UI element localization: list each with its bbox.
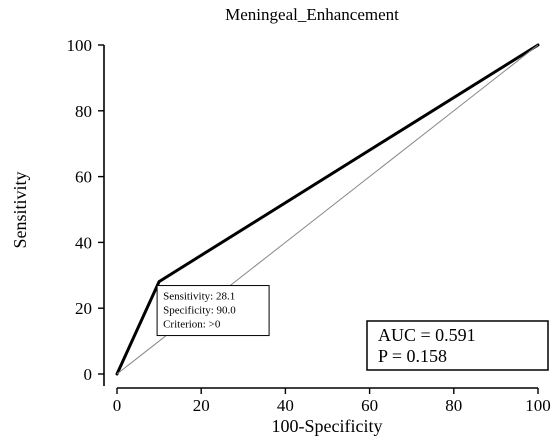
plot-area: 0 20 40 60 80 100 0 20 40 60 80 100	[67, 36, 551, 415]
x-tick-label: 40	[277, 396, 294, 415]
y-tick-label: 40	[75, 233, 92, 252]
x-axis-title: 100-Specificity	[272, 416, 383, 436]
roc-curve-line	[115, 43, 540, 376]
y-tick-label: 0	[84, 365, 93, 384]
y-tick-label: 60	[75, 168, 92, 187]
callout-line: Criterion: >0	[163, 319, 221, 331]
chart-title: Meningeal_Enhancement	[225, 5, 399, 24]
operating-point-callout: Sensitivity: 28.1 Specificity: 90.0 Criter…	[156, 285, 270, 337]
auc-value: AUC = 0.591	[378, 325, 476, 345]
p-value: P = 0.158	[378, 346, 447, 366]
x-tick-label: 100	[525, 396, 551, 415]
y-axis-title: Sensitivity	[10, 171, 30, 248]
stats-box-border	[366, 320, 549, 371]
x-tick-label: 20	[193, 396, 210, 415]
y-tick-label: 20	[75, 299, 92, 318]
y-tick-label: 80	[75, 102, 92, 121]
x-tick-label: 80	[445, 396, 462, 415]
callout-box	[156, 285, 270, 337]
callout-line: Sensitivity: 28.1	[163, 291, 235, 303]
x-tick-label: 60	[361, 396, 378, 415]
x-tick-label: 0	[113, 396, 122, 415]
callout-line: Specificity: 90.0	[163, 305, 236, 317]
y-tick-label: 100	[67, 36, 93, 55]
